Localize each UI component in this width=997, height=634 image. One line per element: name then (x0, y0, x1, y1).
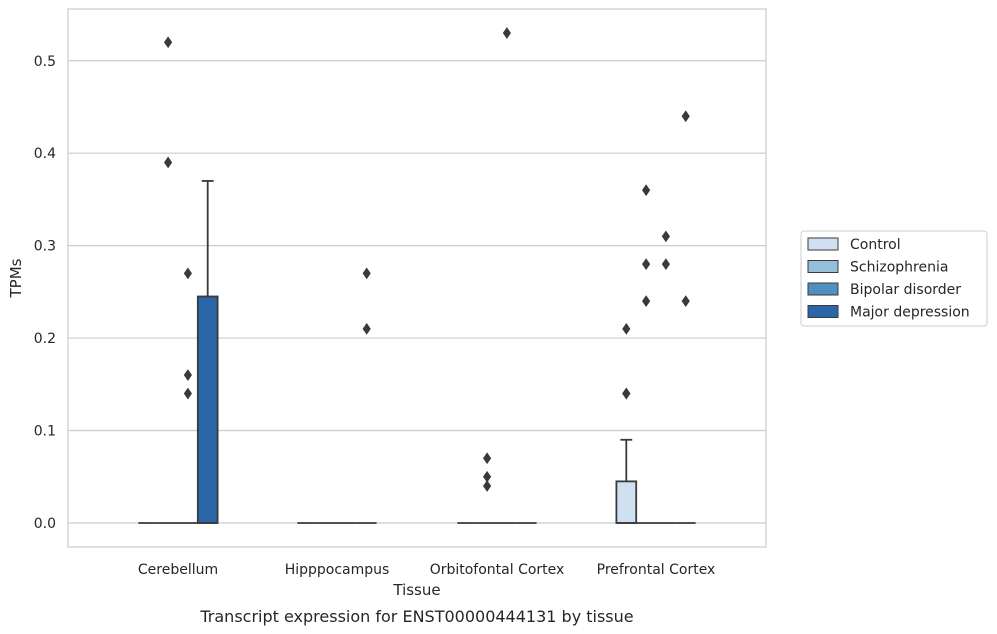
plot-frame (67, 8, 767, 548)
outlier-point (183, 387, 192, 400)
x-axis-label: Tissue (392, 581, 440, 599)
outlier-point (183, 369, 192, 381)
outlier-point (622, 387, 631, 400)
x-tick-label: Cerebellum (138, 562, 218, 578)
box-series (138, 180, 696, 524)
outlier-points (164, 27, 690, 492)
y-tick-label: 0.3 (34, 239, 56, 255)
box-body (615, 480, 638, 524)
y-tick-label: 0.0 (34, 516, 56, 532)
legend-label: Schizophrenia (850, 260, 948, 276)
outlier-point (661, 230, 670, 243)
y-tick-label: 0.4 (34, 146, 56, 162)
outlier-point (642, 184, 651, 197)
y-tick-label: 0.2 (34, 331, 56, 347)
outlier-point (502, 27, 511, 39)
y-axis-label: TPMs (7, 258, 25, 298)
outlier-point (483, 452, 492, 465)
outlier-point (164, 36, 173, 49)
outlier-point (642, 258, 651, 271)
legend-swatch (807, 260, 839, 273)
outlier-point (642, 295, 651, 308)
legend-swatch (807, 237, 839, 251)
box-body (196, 295, 219, 524)
chart-title: Transcript expression for ENST0000044413… (199, 607, 633, 626)
legend-label: Major depression (850, 305, 970, 321)
x-tick-label: Orbitofontal Cortex (430, 562, 565, 578)
outlier-point (483, 480, 492, 492)
legend-label: Control (850, 237, 901, 253)
x-tick-label: Prefrontal Cortex (597, 562, 716, 578)
x-tick-label: Hipppocampus (285, 562, 390, 578)
legend-swatch (807, 305, 839, 318)
outlier-point (164, 156, 173, 169)
grid-lines (68, 60, 766, 524)
outlier-point (183, 267, 192, 280)
outlier-point (362, 267, 371, 280)
outlier-point (681, 110, 690, 123)
outlier-point (681, 295, 690, 308)
outlier-point (622, 322, 631, 335)
y-tick-label: 0.1 (34, 424, 56, 440)
legend: Control Schizophrenia Bipolar disorder Majo… (800, 230, 988, 327)
legend-swatch (807, 282, 839, 296)
y-tick-label: 0.5 (34, 54, 56, 70)
outlier-point (661, 258, 670, 271)
x-axis-ticks: Cerebellum Hipppocampus Orbitofontal Corte… (138, 562, 715, 578)
outlier-point (362, 322, 371, 335)
y-axis-ticks: 0.0 0.1 0.2 0.3 0.4 0.5 (34, 54, 56, 532)
legend-label: Bipolar disorder (850, 282, 961, 298)
legend-frame (800, 230, 988, 327)
